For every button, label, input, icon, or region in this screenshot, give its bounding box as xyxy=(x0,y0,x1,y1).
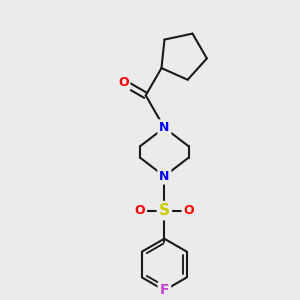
Text: N: N xyxy=(159,170,170,183)
Text: N: N xyxy=(159,121,170,134)
Text: O: O xyxy=(183,204,194,217)
Text: S: S xyxy=(159,203,170,218)
Text: O: O xyxy=(135,204,145,217)
Text: F: F xyxy=(160,284,169,297)
Text: O: O xyxy=(118,76,129,89)
